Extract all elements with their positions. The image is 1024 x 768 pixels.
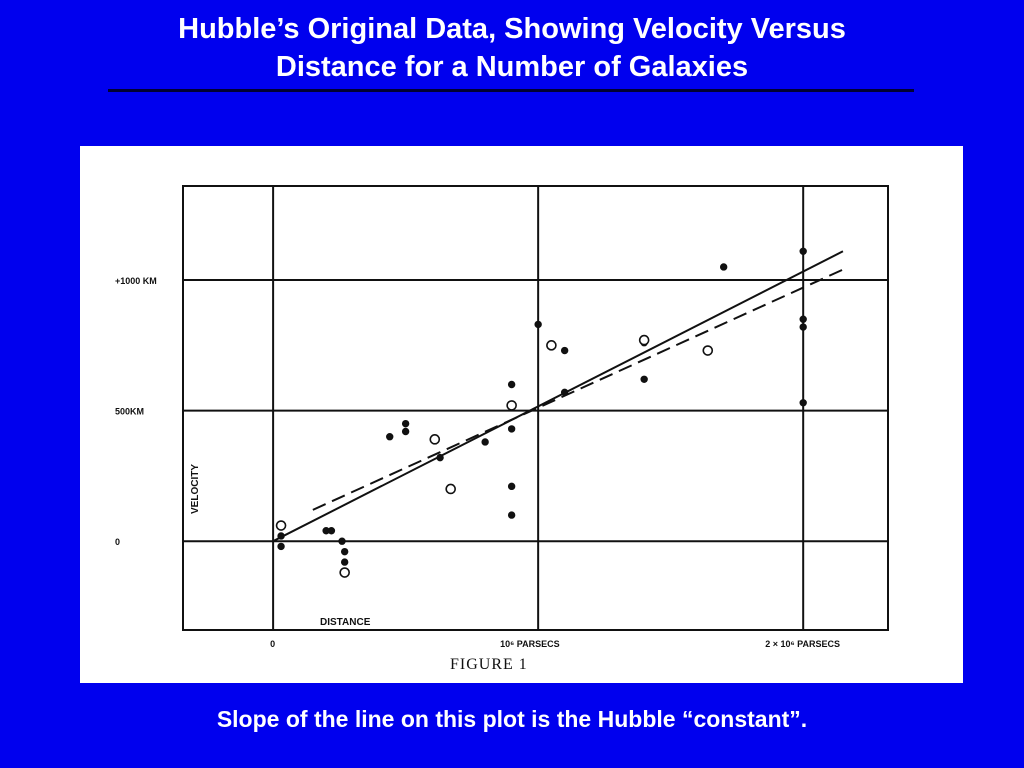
open-point-3	[445, 483, 456, 495]
filled-point-9	[401, 427, 410, 436]
x-tick-label-0: 0	[270, 639, 275, 649]
slide-title: Hubble’s Original Data, Showing Velocity…	[0, 10, 1024, 86]
filled-point-1	[277, 542, 285, 551]
tick-labels: 0 10⁶ PARSECS 2 × 10⁶ PARSECS 0 500KM +1000 K…	[115, 276, 840, 649]
y-tick-label-2: +1000 KM	[115, 276, 157, 286]
filled-point-17	[560, 346, 569, 355]
solid-fit-line	[272, 250, 844, 543]
data-points	[275, 247, 807, 578]
filled-point-13	[507, 425, 516, 433]
fit-lines	[272, 250, 844, 543]
filled-point-3	[327, 527, 336, 535]
plot-frame	[182, 185, 889, 631]
filled-point-5	[340, 547, 349, 556]
hubble-chart: 0 10⁶ PARSECS 2 × 10⁶ PARSECS 0 500KM +1000 K…	[115, 185, 889, 673]
y-tick-label-1: 500KM	[115, 407, 144, 417]
filled-point-8	[401, 419, 410, 428]
slide-title-line-2: Distance for a Number of Galaxies	[275, 51, 749, 83]
filled-point-25	[799, 323, 807, 331]
filled-point-22	[719, 263, 728, 271]
filled-point-0	[277, 532, 285, 540]
filled-point-23	[799, 247, 807, 255]
dashed-fit-line	[312, 268, 844, 511]
open-point-1	[339, 567, 350, 578]
filled-point-4	[338, 537, 346, 545]
filled-point-6	[340, 558, 349, 566]
open-point-2	[429, 434, 441, 445]
filled-point-10	[436, 453, 444, 462]
title-underline	[108, 89, 914, 92]
filled-point-24	[799, 315, 807, 323]
filled-point-14	[507, 482, 516, 491]
grid	[183, 186, 888, 630]
caption: Slope of the line on this plot is the Hu…	[216, 706, 808, 732]
open-point-7	[702, 345, 714, 356]
open-point-0	[275, 520, 287, 531]
slide-title-line-1: Hubble’s Original Data, Showing Velocity…	[178, 13, 846, 45]
filled-point-16	[534, 320, 542, 329]
filled-point-7	[386, 433, 394, 441]
open-point-4	[506, 400, 517, 411]
x-tick-label-2: 2 × 10⁶ PARSECS	[765, 639, 840, 649]
open-point-5	[546, 340, 557, 351]
filled-point-18	[560, 388, 569, 397]
filled-point-15	[507, 511, 516, 519]
filled-point-26	[799, 399, 807, 407]
open-point-6	[638, 334, 650, 346]
filled-point-12	[507, 380, 516, 389]
y-tick-label-0: 0	[115, 537, 120, 547]
filled-point-21	[640, 375, 648, 383]
x-tick-label-1: 10⁶ PARSECS	[500, 639, 560, 649]
filled-point-11	[481, 438, 489, 446]
y-axis-label: VELOCITY	[190, 464, 201, 514]
figure-label: FIGURE 1	[450, 656, 528, 673]
x-axis-label: DISTANCE	[320, 617, 371, 628]
figure-panel: 0 10⁶ PARSECS 2 × 10⁶ PARSECS 0 500KM +1000 K…	[80, 146, 963, 683]
